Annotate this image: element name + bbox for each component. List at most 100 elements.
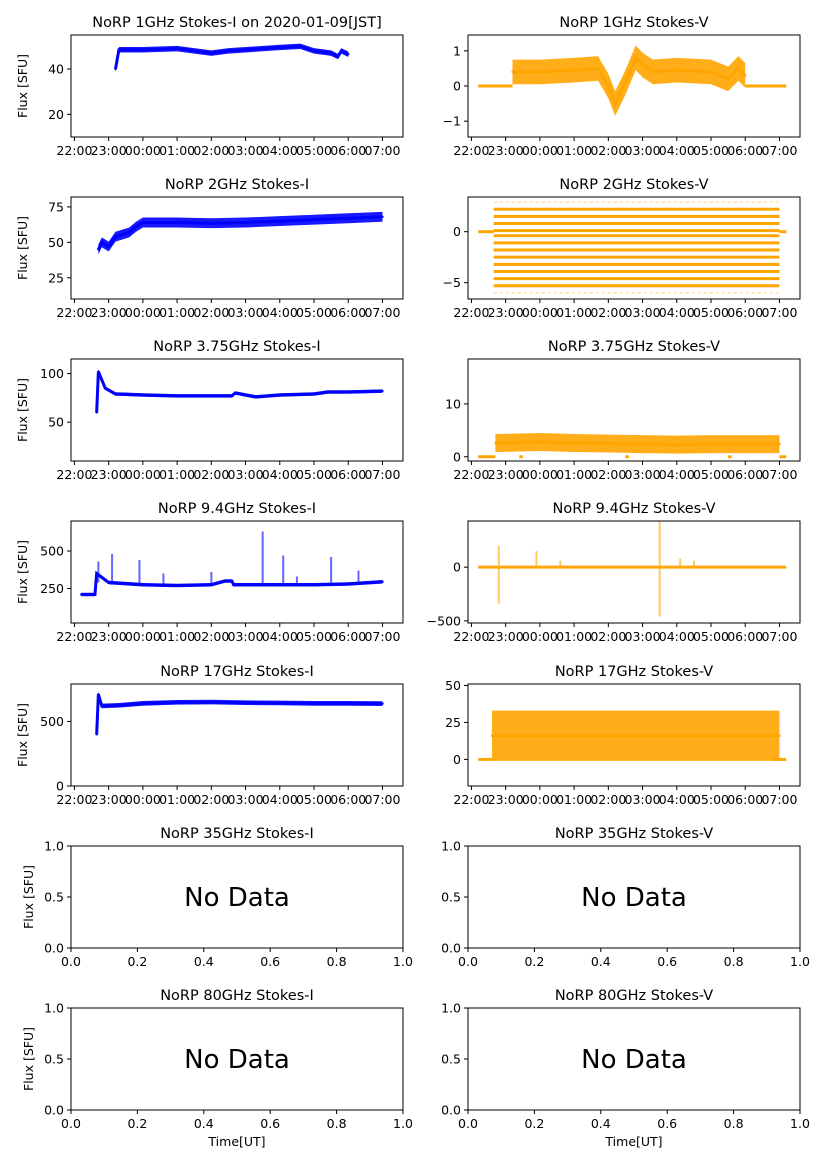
x-tick-label: 22:00: [453, 305, 489, 320]
y-axis-label: Flux [SFU]: [15, 703, 30, 767]
data-point: [278, 46, 281, 49]
x-tick-label: 0.2: [127, 954, 147, 969]
data-point: [97, 248, 100, 251]
x-tick-label: 00:00: [125, 792, 161, 807]
data-point: [675, 68, 678, 72]
plot-area: [478, 45, 787, 116]
no-data-label: No Data: [581, 883, 687, 913]
x-tick-label: 0.0: [458, 954, 478, 969]
x-tick-label: 01:00: [556, 629, 592, 644]
subplot-2GHz-V: NoRP 2GHz Stokes-V −5 0 22:0023:0000:0001:0…: [443, 177, 801, 320]
plot-area: [80, 531, 384, 597]
x-tick-label: 0.8: [327, 954, 347, 969]
y-tick-label: 1.0: [441, 1001, 461, 1016]
x-tick-label: 06:00: [727, 305, 763, 320]
x-tick-label: 23:00: [488, 467, 524, 482]
subplot-35GHz-V: No Data NoRP 35GHz Stokes-V 0.0 0.5 1.0 0.0 0.…: [441, 826, 810, 969]
axes-frame: [467, 520, 801, 624]
x-tick-label: 0.4: [591, 1116, 611, 1131]
data-point: [381, 580, 384, 583]
data-point: [278, 393, 281, 397]
data-point: [175, 584, 179, 587]
data-point: [651, 70, 655, 74]
data-point: [607, 442, 610, 445]
x-tick-label: 22:00: [453, 143, 489, 158]
x-tick-label: 22:00: [56, 629, 92, 644]
x-tick-label: 00:00: [125, 467, 161, 482]
subplot-9.4GHz-V: NoRP 9.4GHz Stokes-V −500 0 22:0023:0000:00…: [427, 501, 801, 644]
subplot-title: NoRP 2GHz Stokes-I: [165, 177, 309, 193]
x-tick-label: 04:00: [262, 305, 298, 320]
x-tick-label: 01:00: [159, 467, 195, 482]
y-axis-label: Flux [SFU]: [15, 216, 30, 280]
data-point: [100, 704, 104, 708]
x-tick-label: 06:00: [727, 629, 763, 644]
data-point: [104, 386, 107, 390]
x-tick-label: 00:00: [522, 629, 558, 644]
x-tick-label: 23:00: [91, 792, 127, 807]
subplot-title: NoRP 9.4GHz Stokes-V: [553, 501, 716, 517]
x-tick-label: 07:00: [761, 305, 797, 320]
x-tick-label: 22:00: [453, 629, 489, 644]
y-tick-label: 0: [453, 79, 461, 94]
x-tick-label: 05:00: [693, 143, 729, 158]
x-tick-label: 04:00: [659, 305, 695, 320]
x-tick-label: 04:00: [659, 143, 695, 158]
y-axis-label: Flux [SFU]: [15, 378, 30, 442]
x-tick-label: 0.4: [194, 1116, 214, 1131]
data-point: [778, 442, 781, 446]
y-tick-label: 0.0: [441, 941, 461, 956]
data-point: [175, 47, 179, 50]
x-tick-label: 23:00: [488, 305, 524, 320]
subplot-title: NoRP 35GHz Stokes-I: [160, 826, 314, 842]
no-data-label: No Data: [184, 883, 290, 913]
data-point: [210, 222, 213, 225]
y-tick-label: 0: [453, 224, 461, 239]
no-data-label: No Data: [581, 1045, 687, 1075]
x-tick-label: 03:00: [228, 467, 264, 482]
x-tick-label: 0.2: [127, 1116, 147, 1131]
data-point: [312, 702, 316, 705]
x-tick-label: 02:00: [193, 467, 229, 482]
data-point: [744, 74, 747, 77]
x-tick-label: 05:00: [296, 305, 332, 320]
y-tick-label: 0.5: [441, 890, 461, 905]
x-tick-label: 00:00: [522, 467, 558, 482]
x-tick-label: 0.6: [260, 954, 280, 969]
data-point: [381, 702, 384, 705]
axes-frame: [70, 520, 404, 624]
x-tick-label: 0.0: [61, 1116, 81, 1131]
data-point: [95, 733, 98, 736]
data-line: [81, 570, 383, 596]
subplot-9.4GHz-I: NoRP 9.4GHz Stokes-I 250 500 22:0023:0000:0…: [15, 501, 404, 644]
x-tick-label: 1.0: [393, 1116, 413, 1131]
data-point: [641, 442, 644, 446]
data-line: [95, 693, 383, 735]
data-point: [312, 218, 316, 221]
y-tick-label: −500: [427, 613, 461, 628]
x-tick-label: 04:00: [659, 792, 695, 807]
data-point: [381, 389, 384, 393]
y-tick-label: 0.0: [44, 1103, 64, 1118]
data-line: [114, 44, 349, 70]
x-tick-label: 0.4: [591, 954, 611, 969]
data-point: [347, 582, 350, 586]
x-tick-label: 07:00: [761, 467, 797, 482]
data-point: [141, 702, 145, 705]
y-tick-label: 500: [40, 714, 64, 729]
data-point: [114, 392, 117, 396]
x-tick-label: 01:00: [556, 143, 592, 158]
data-point: [117, 48, 121, 51]
x-tick-label: 23:00: [488, 629, 524, 644]
data-point: [141, 393, 145, 397]
data-point: [127, 231, 131, 234]
y-tick-label: 10: [445, 396, 461, 411]
data-point: [744, 442, 747, 446]
plot-area: [478, 521, 787, 617]
y-tick-label: 1.0: [44, 1001, 64, 1016]
data-point: [244, 583, 247, 586]
y-tick-label: 0.0: [44, 941, 64, 956]
plot-area: [478, 201, 787, 294]
y-tick-label: 25: [445, 715, 461, 730]
x-tick-label: 23:00: [91, 629, 127, 644]
